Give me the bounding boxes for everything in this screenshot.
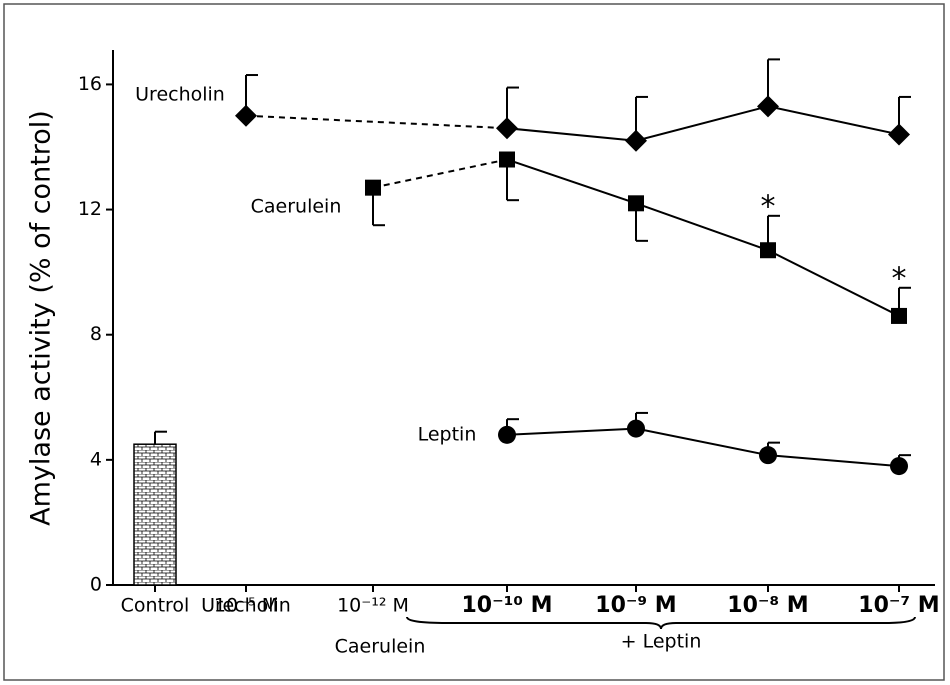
marker — [365, 179, 381, 196]
y-tick-label: 16 — [78, 73, 102, 95]
marker — [628, 195, 644, 212]
x-sublabel: Urecholin — [201, 595, 291, 617]
group-brace — [406, 616, 916, 630]
marker — [496, 117, 518, 140]
y-tick-label: 8 — [90, 323, 102, 345]
series-line — [506, 105, 900, 142]
x-sublabel: Caerulein — [335, 636, 426, 658]
marker — [235, 104, 257, 127]
x-tick-label: 10⁻⁵ M — [214, 595, 278, 617]
x-tick-label: 10⁻¹² M — [337, 595, 409, 617]
series-label: Caerulein — [251, 196, 342, 218]
marker — [760, 242, 776, 259]
y-tick-label: 12 — [78, 198, 102, 220]
significance-mark: * — [892, 261, 907, 296]
marker — [499, 151, 515, 168]
group-label: + Leptin — [621, 631, 702, 653]
series-line — [245, 114, 508, 130]
significance-mark: * — [761, 189, 776, 224]
series-line — [506, 427, 900, 468]
marker — [627, 419, 645, 438]
frame — [3, 3, 945, 681]
y-tick-label: 4 — [90, 448, 102, 470]
marker — [759, 446, 777, 465]
x-tick-label: 10⁻⁹ M — [595, 593, 676, 618]
series-label: Urecholin — [135, 84, 225, 106]
series-line — [506, 158, 900, 317]
marker — [891, 307, 907, 324]
y-axis-label: Amylase activity (% of control) — [26, 110, 57, 526]
y-tick-label: 0 — [90, 574, 102, 596]
x-tick-label: 10⁻⁸ M — [727, 593, 808, 618]
x-tick-label: 10⁻¹⁰ M — [461, 593, 552, 618]
marker — [888, 123, 910, 146]
x-tick-label: 10⁻⁷ M — [858, 593, 939, 618]
marker — [625, 129, 647, 152]
marker — [757, 95, 779, 118]
marker — [498, 425, 516, 444]
marker — [890, 457, 908, 476]
series-label: Leptin — [418, 424, 477, 446]
x-tick-label: Control — [121, 595, 190, 617]
series-line — [372, 158, 508, 189]
bar — [133, 443, 177, 586]
